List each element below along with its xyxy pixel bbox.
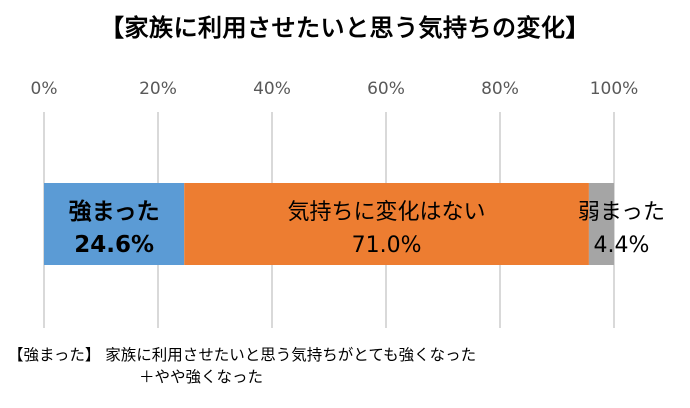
segment-value-strengthened: 24.6% bbox=[74, 232, 154, 258]
segment-label-no-change: 気持ちに変化はない bbox=[288, 200, 486, 225]
footnote: 【強まった】 家族に利用させたいと思う気持ちがとても強くなった ＋やや強くなった bbox=[8, 344, 688, 388]
footnote-line-2: ＋やや強くなった bbox=[139, 368, 264, 386]
bar-labels: 強まった 24.6% 気持ちに変化はない 71.0% 弱まった 4.4% bbox=[69, 199, 665, 258]
bar-segment-weakened bbox=[588, 183, 614, 265]
x-tick-label: 80% bbox=[481, 79, 519, 99]
footnote-line-1: 【強まった】 家族に利用させたいと思う気持ちがとても強くなった bbox=[8, 346, 477, 364]
x-tick-label: 0% bbox=[31, 79, 58, 99]
bar-segment-strengthened bbox=[44, 183, 185, 265]
x-tick-label: 40% bbox=[253, 79, 291, 99]
stacked-bar bbox=[44, 183, 614, 265]
x-tick-label: 60% bbox=[367, 79, 405, 99]
bar-segment-no-change bbox=[184, 183, 589, 265]
chart-title: 【家族に利用させたいと思う気持ちの変化】 bbox=[100, 14, 590, 42]
segment-label-weakened: 弱まった bbox=[578, 200, 665, 225]
segment-value-weakened: 4.4% bbox=[594, 233, 650, 258]
segment-label-strengthened: 強まった bbox=[69, 199, 160, 225]
x-tick-label: 100% bbox=[590, 79, 639, 99]
tick-labels: 0% 20% 40% 60% 80% 100% bbox=[31, 79, 639, 99]
segment-value-no-change: 71.0% bbox=[352, 233, 422, 258]
x-tick-label: 20% bbox=[139, 79, 177, 99]
